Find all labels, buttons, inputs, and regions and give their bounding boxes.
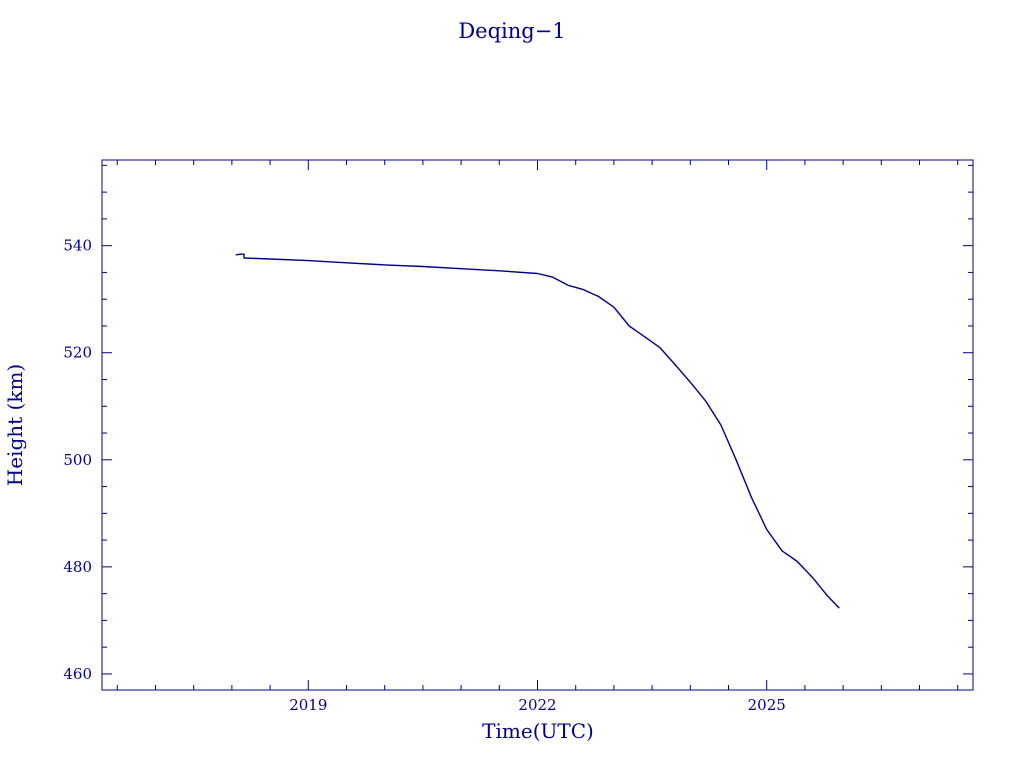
series-group [235,253,840,609]
series-line [235,253,840,609]
x-tick-label: 2019 [289,696,327,714]
axis-ticks [102,160,973,690]
y-tick-label: 480 [63,558,92,576]
y-tick-label: 460 [63,665,92,683]
x-tick-label: 2025 [748,696,786,714]
plot-frame [101,159,974,691]
chart-title: Deqing−1 [458,19,565,43]
y-tick-label: 500 [63,451,92,469]
y-tick-label: 540 [63,237,92,255]
tick-labels: 2019 2022 2025 460 480 500 520 540 [63,237,785,714]
y-axis-label: Height (km) [3,364,27,486]
x-axis-label: Time(UTC) [482,719,594,743]
x-tick-label: 2022 [518,696,556,714]
y-tick-label: 520 [63,344,92,362]
